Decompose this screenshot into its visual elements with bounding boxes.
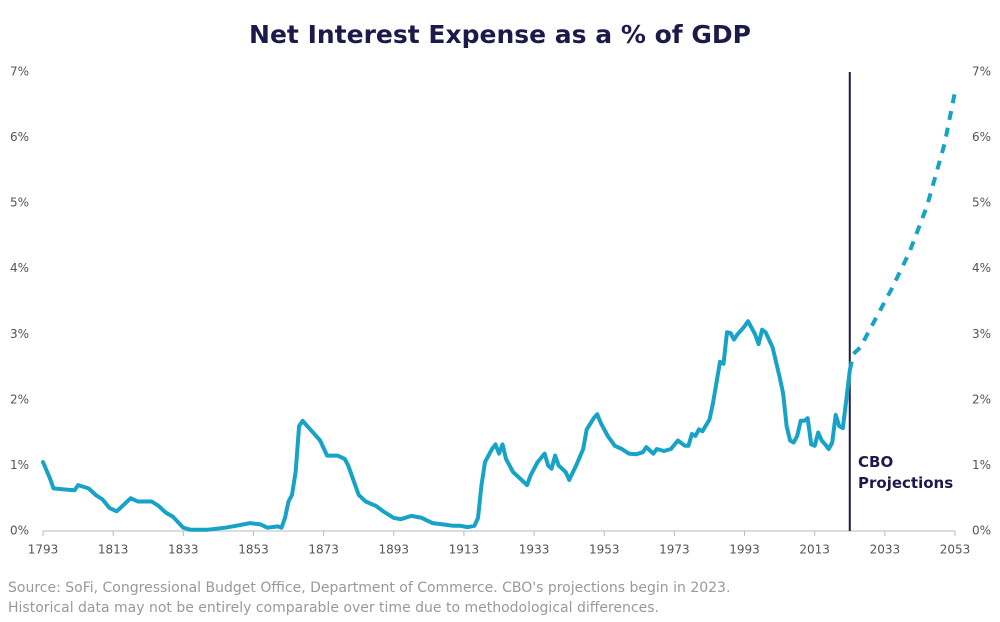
y-tick-label: 2% — [10, 392, 29, 406]
y-tick-label: 1% — [10, 458, 29, 472]
x-tick-label: 1793 — [28, 543, 59, 557]
x-tick-label: 1933 — [519, 543, 550, 557]
source-note: Historical data may not be entirely comp… — [8, 600, 659, 616]
y2-tick-label: 3% — [972, 327, 991, 341]
y2-tick-label: 2% — [972, 392, 991, 406]
y-tick-label: 3% — [10, 327, 29, 341]
x-tick-label: 2033 — [870, 543, 901, 557]
y-tick-label: 6% — [10, 130, 29, 144]
x-tick-label: 1813 — [98, 543, 129, 557]
source-note: Source: SoFi, Congressional Budget Offic… — [8, 580, 731, 596]
x-tick-label: 1953 — [589, 543, 620, 557]
history-line — [41, 319, 852, 532]
x-tick-label: 2053 — [940, 543, 971, 557]
x-tick-label: 2013 — [799, 543, 830, 557]
x-tick-label: 1893 — [378, 543, 409, 557]
y2-tick-label: 6% — [972, 130, 991, 144]
y-tick-label: 7% — [10, 65, 29, 79]
y2-tick-label: 4% — [972, 261, 991, 275]
x-tick-label: 1873 — [308, 543, 339, 557]
x-tick-label: 1973 — [659, 543, 690, 557]
y-tick-label: 0% — [10, 524, 29, 538]
y2-tick-label: 1% — [972, 458, 991, 472]
y-tick-label: 5% — [10, 196, 29, 210]
annotation: CBO Projections — [858, 453, 954, 492]
x-tick-label: 1833 — [168, 543, 199, 557]
x-tick-label: 1993 — [729, 543, 760, 557]
chart-title: Net Interest Expense as a % of GDP — [249, 20, 751, 49]
y-tick-label: 4% — [10, 261, 29, 275]
y2-tick-label: 5% — [972, 196, 991, 210]
x-tick-label: 1913 — [449, 543, 480, 557]
y2-tick-label: 7% — [972, 65, 991, 79]
y2-tick-label: 0% — [972, 524, 991, 538]
projection-line — [847, 91, 957, 371]
x-tick-label: 1853 — [238, 543, 269, 557]
